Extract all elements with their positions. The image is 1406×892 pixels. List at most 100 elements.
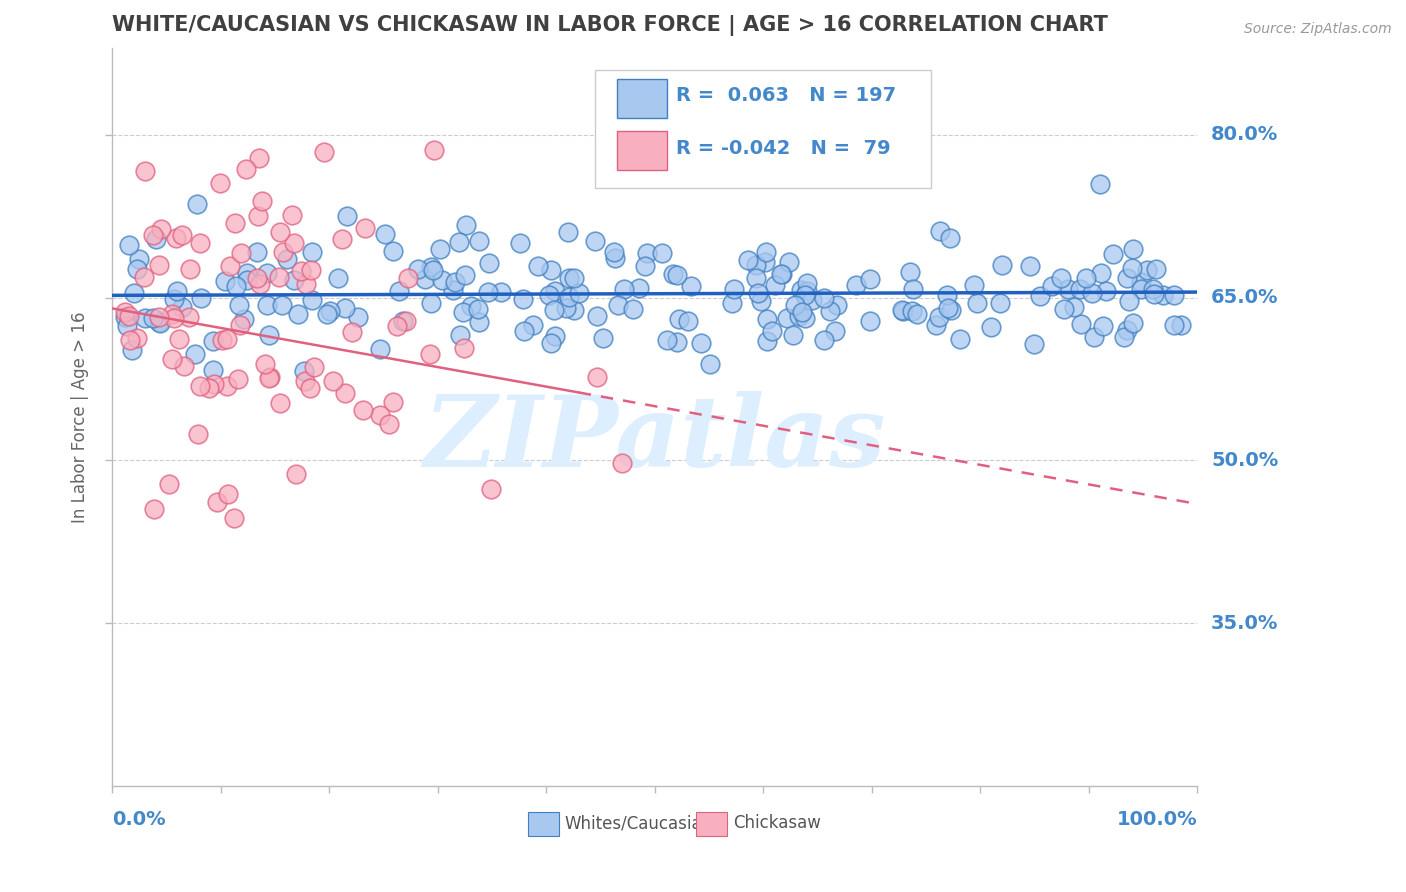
Point xyxy=(283,272,305,286)
Point xyxy=(419,260,441,274)
Point xyxy=(859,272,882,286)
Point xyxy=(1142,286,1164,301)
Point xyxy=(224,216,246,230)
Point xyxy=(374,227,396,241)
Point xyxy=(512,292,534,306)
Point xyxy=(761,324,783,338)
Point xyxy=(332,232,354,246)
Point xyxy=(745,270,768,285)
Point xyxy=(322,374,344,388)
Point xyxy=(368,342,391,356)
Point xyxy=(269,225,291,239)
Point xyxy=(449,327,471,342)
Point xyxy=(128,252,150,266)
Point xyxy=(537,288,560,302)
Point xyxy=(938,301,960,315)
Point xyxy=(160,352,183,367)
Point xyxy=(610,456,633,470)
Point xyxy=(783,298,806,312)
Point xyxy=(454,268,477,283)
Point xyxy=(326,270,349,285)
Point xyxy=(1029,289,1052,303)
Point xyxy=(184,346,207,360)
Point xyxy=(489,285,512,300)
Point xyxy=(509,235,531,250)
Point xyxy=(776,311,799,326)
Point xyxy=(1088,177,1111,191)
Point xyxy=(925,318,948,332)
Point xyxy=(114,310,136,324)
Point xyxy=(276,252,298,267)
Point xyxy=(246,245,269,260)
Point xyxy=(299,263,322,277)
Point xyxy=(368,408,391,422)
Point xyxy=(1170,318,1192,332)
Point xyxy=(235,273,257,287)
Point xyxy=(1063,300,1085,314)
Text: 100.0%: 100.0% xyxy=(1116,810,1197,830)
Point xyxy=(527,259,550,273)
Point xyxy=(1121,261,1143,276)
Point xyxy=(235,266,257,280)
Point xyxy=(453,341,475,355)
Point xyxy=(188,378,211,392)
Point xyxy=(756,311,779,326)
Point xyxy=(1163,287,1185,301)
Point xyxy=(540,263,562,277)
Point xyxy=(668,311,690,326)
Point xyxy=(388,285,411,299)
Point xyxy=(336,209,359,223)
Point xyxy=(928,310,950,324)
Point xyxy=(792,305,814,319)
Point xyxy=(1152,288,1174,302)
Point xyxy=(423,143,446,157)
Point xyxy=(429,242,451,256)
Point xyxy=(655,333,678,347)
Point xyxy=(287,307,309,321)
Point xyxy=(1040,278,1063,293)
FancyBboxPatch shape xyxy=(696,813,727,836)
Point xyxy=(991,258,1014,272)
Point xyxy=(441,284,464,298)
Point xyxy=(1142,281,1164,295)
Point xyxy=(794,311,817,326)
Point xyxy=(1018,259,1040,273)
Text: WHITE/CAUCASIAN VS CHICKASAW IN LABOR FORCE | AGE > 16 CORRELATION CHART: WHITE/CAUCASIAN VS CHICKASAW IN LABOR FO… xyxy=(112,15,1108,36)
Point xyxy=(166,284,188,298)
Point xyxy=(543,303,565,318)
Point xyxy=(540,336,562,351)
Point xyxy=(354,221,377,235)
Text: 35.0%: 35.0% xyxy=(1211,614,1278,633)
Point xyxy=(796,276,818,290)
Point xyxy=(859,314,882,328)
Point xyxy=(478,256,501,270)
Point xyxy=(1116,271,1139,285)
Point xyxy=(447,235,470,250)
Point xyxy=(557,290,579,304)
Point xyxy=(215,332,238,346)
Point xyxy=(794,288,817,302)
Point xyxy=(749,294,772,309)
Text: 0.0%: 0.0% xyxy=(112,810,166,830)
Point xyxy=(813,291,835,305)
Point xyxy=(936,288,959,302)
Point xyxy=(301,293,323,307)
Point xyxy=(381,244,404,258)
Point xyxy=(666,335,689,350)
Point xyxy=(1092,319,1115,334)
Text: Source: ZipAtlas.com: Source: ZipAtlas.com xyxy=(1244,22,1392,37)
Point xyxy=(269,396,291,410)
Point xyxy=(636,245,658,260)
Point xyxy=(340,326,363,340)
Point xyxy=(747,285,769,300)
Point xyxy=(232,312,254,326)
Point xyxy=(148,310,170,325)
Point xyxy=(257,328,280,343)
Point xyxy=(651,246,673,260)
Point xyxy=(1144,261,1167,276)
Point xyxy=(214,274,236,288)
Point xyxy=(381,395,404,409)
Point xyxy=(215,379,238,393)
Point xyxy=(1050,271,1073,285)
Point xyxy=(205,495,228,509)
